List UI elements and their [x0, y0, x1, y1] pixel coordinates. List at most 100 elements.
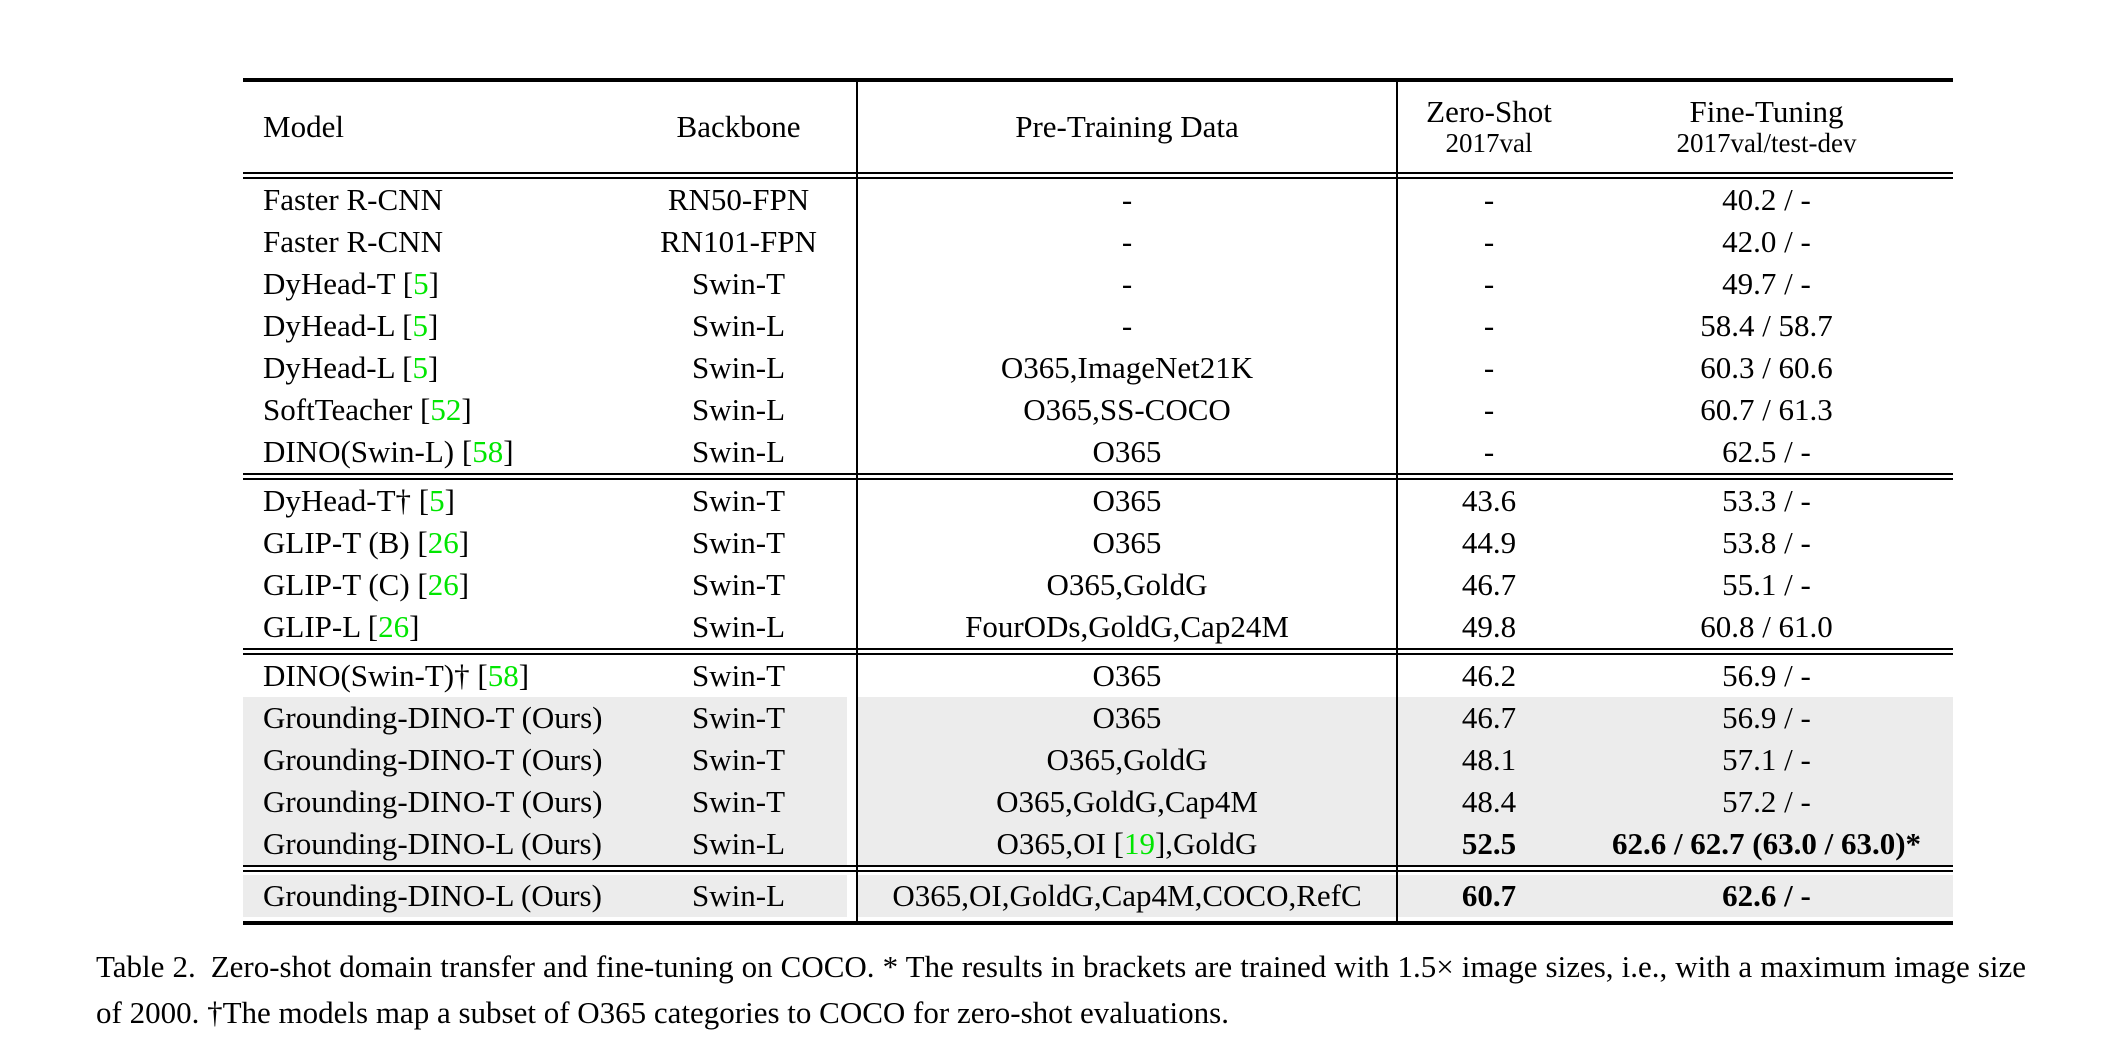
cell-backbone: RN101-FPN: [660, 224, 817, 259]
column-gap: [847, 522, 856, 564]
col-header-backbone: Backbone: [676, 109, 801, 144]
cell-model: Grounding-DINO-T (Ours): [243, 781, 630, 823]
cell-model: GLIP-T (B) [26]: [263, 525, 470, 560]
caption-label: Table 2.: [96, 949, 196, 984]
cell-model: DINO(Swin-L) [58]: [263, 434, 514, 469]
column-gap: [847, 697, 856, 739]
citation-ref: 5: [413, 266, 429, 301]
cell-pretrain: -: [1121, 308, 1133, 343]
cell-fine-tuning: 57.2 / -: [1580, 781, 1953, 823]
cell-model: DyHead-T† [5]: [263, 483, 455, 518]
citation-ref: 19: [1123, 826, 1155, 861]
cell-fine-tuning: 60.7 / 61.3: [1700, 392, 1833, 427]
cell-fine-tuning: 58.4 / 58.7: [1700, 308, 1833, 343]
cell-fine-tuning: 62.5 / -: [1722, 434, 1811, 469]
cell-zero-shot: -: [1483, 434, 1495, 469]
table-section: DINO(Swin-T)† [58] Swin-T O365 46.2 56.9 / -…: [243, 655, 1953, 865]
table-row: DyHead-T [5] Swin-T - - 49.7 / -: [243, 263, 1953, 305]
column-gap: [847, 389, 856, 431]
cell-model: DINO(Swin-T)† [58]: [263, 658, 530, 693]
cell-pretrain: O365,GoldG: [858, 739, 1396, 781]
cell-backbone: Swin-L: [692, 308, 785, 343]
column-gap: [847, 305, 856, 347]
cell-zero-shot: -: [1483, 308, 1495, 343]
table-row: DINO(Swin-L) [58] Swin-L O365 - 62.5 / -: [243, 431, 1953, 473]
cell-zero-shot: 44.9: [1461, 525, 1517, 560]
cell-zero-shot: -: [1483, 350, 1495, 385]
cell-backbone: Swin-T: [692, 567, 785, 602]
table-row: Grounding-DINO-T (Ours) Swin-T O365 46.7 56.…: [243, 697, 1953, 739]
section-divider-rule: [243, 473, 1953, 480]
cell-pretrain: O365,GoldG: [1046, 567, 1208, 602]
column-gap: [847, 606, 856, 648]
column-gap: [847, 655, 856, 697]
column-gap: [847, 221, 856, 263]
caption-text: Zero-shot domain transfer and fine-tunin…: [96, 949, 2026, 1030]
cell-model: Grounding-DINO-L (Ours): [243, 823, 630, 865]
column-gap: [847, 347, 856, 389]
cell-pretrain: O365,OI [19],GoldG: [858, 823, 1396, 865]
column-gap: [847, 179, 856, 221]
cell-backbone: Swin-T: [692, 658, 785, 693]
cell-pretrain: O365,ImageNet21K: [1000, 350, 1254, 385]
cell-fine-tuning: 56.9 / -: [1722, 658, 1811, 693]
results-table: Model Backbone Pre-Training Data Zero-Sh…: [243, 78, 1953, 925]
cell-model: Faster R-CNN: [263, 224, 443, 259]
cell-backbone: Swin-L: [630, 823, 847, 865]
cell-fine-tuning: 56.9 / -: [1580, 697, 1953, 739]
column-gap: [847, 823, 856, 865]
table-row: GLIP-L [26] Swin-L FourODs,GoldG,Cap24M 49.…: [243, 606, 1953, 648]
zero-shot-title: Zero-Shot: [1426, 94, 1552, 130]
cell-model: DyHead-T [5]: [263, 266, 439, 301]
section-divider-rule: [243, 648, 1953, 655]
table-top-rule: [243, 78, 1953, 82]
section-divider-rule: [243, 865, 1953, 872]
header-bottom-rule: [243, 172, 1953, 179]
cell-model: DyHead-L [5]: [263, 350, 439, 385]
column-gap: [847, 739, 856, 781]
table-section: DyHead-T† [5] Swin-T O365 43.6 53.3 / - GLIP-…: [243, 480, 1953, 648]
column-gap: [847, 480, 856, 522]
cell-model: Grounding-DINO-L (Ours): [243, 875, 630, 917]
cell-fine-tuning: 60.8 / 61.0: [1700, 609, 1833, 644]
column-divider-line: [1396, 82, 1398, 921]
cell-backbone: Swin-L: [692, 350, 785, 385]
table-bottom-rule: [243, 921, 1953, 925]
fine-tuning-title: Fine-Tuning: [1689, 94, 1844, 130]
table-row: Grounding-DINO-T (Ours) Swin-T O365,GoldG 4…: [243, 739, 1953, 781]
cell-backbone: Swin-L: [692, 392, 785, 427]
cell-pretrain: O365,OI,GoldG,Cap4M,COCO,RefC: [858, 875, 1396, 917]
cell-fine-tuning: 62.6 / -: [1580, 875, 1953, 917]
cell-zero-shot: 46.7: [1398, 697, 1580, 739]
cell-model: GLIP-L [26]: [263, 609, 420, 644]
cell-backbone: Swin-T: [630, 739, 847, 781]
table-row: Faster R-CNN RN101-FPN - - 42.0 / -: [243, 221, 1953, 263]
table-row: DyHead-T† [5] Swin-T O365 43.6 53.3 / -: [243, 480, 1953, 522]
col-header-pretrain: Pre-Training Data: [1015, 109, 1239, 144]
column-gap: [847, 263, 856, 305]
col-header-zero-shot: Zero-Shot 2017val: [1398, 82, 1580, 172]
table-row: Grounding-DINO-L (Ours) Swin-L O365,OI [19…: [243, 823, 1953, 865]
cell-pretrain: -: [1121, 266, 1133, 301]
cell-backbone: Swin-T: [692, 483, 785, 518]
table-row: DyHead-L [5] Swin-L O365,ImageNet21K - 60.3 …: [243, 347, 1953, 389]
cell-zero-shot: -: [1483, 392, 1495, 427]
table-section: Faster R-CNN RN50-FPN - -40.2 / - Faster R-C…: [243, 179, 1953, 473]
table-row: GLIP-T (B) [26] Swin-T O365 44.9 53.8 / -: [243, 522, 1953, 564]
cell-zero-shot: 48.4: [1398, 781, 1580, 823]
cell-zero-shot: 48.1: [1398, 739, 1580, 781]
table-caption: Table 2. Zero-shot domain transfer and fi…: [96, 944, 2026, 1036]
cell-backbone: Swin-L: [692, 434, 785, 469]
citation-ref: 5: [412, 350, 428, 385]
citation-ref: 58: [487, 658, 519, 693]
cell-fine-tuning: 57.1 / -: [1580, 739, 1953, 781]
cell-backbone: Swin-T: [692, 525, 785, 560]
cell-zero-shot: 46.2: [1461, 658, 1517, 693]
column-gap: [847, 82, 856, 172]
cell-pretrain: -: [1121, 182, 1133, 217]
cell-pretrain: O365: [1092, 525, 1162, 560]
cell-zero-shot: 49.8: [1461, 609, 1517, 644]
cell-fine-tuning: 53.3 / -: [1722, 483, 1811, 518]
cell-fine-tuning: 40.2 / -: [1722, 182, 1811, 217]
